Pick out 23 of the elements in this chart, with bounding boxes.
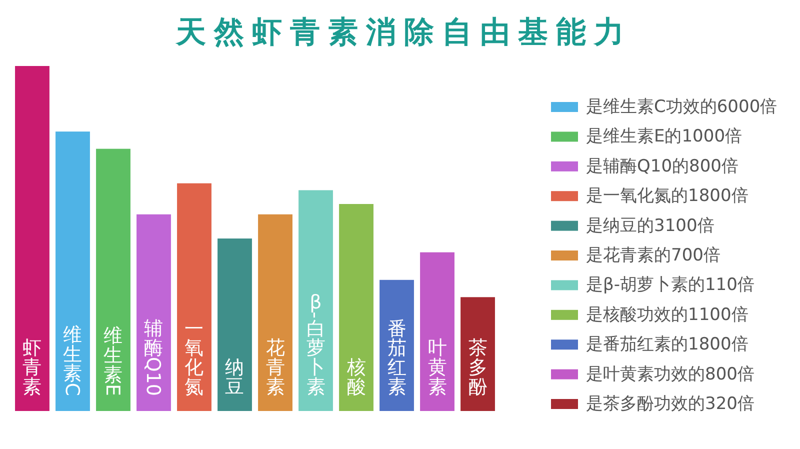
legend-label: 是核酸功效的1100倍 (586, 304, 748, 325)
x-tick-label: β-白萝卜素 (304, 291, 326, 398)
legend-label: 是维生素C功效的6000倍 (586, 97, 778, 117)
x-tick-label: 一氧化氮 (184, 318, 204, 398)
x-tick-label: 花青素 (266, 337, 285, 398)
legend-label: 是番茄红素的1800倍 (586, 334, 748, 355)
x-tick-label: 核酸 (346, 356, 366, 398)
legend-label: 是茶多酚功效的320倍 (586, 394, 754, 414)
legend-label: 是叶黄素功效的800倍 (586, 364, 754, 384)
x-tick-label: 纳豆 (225, 356, 244, 398)
x-tick-label: 茶多酚 (468, 337, 488, 398)
x-tick-label: 虾青素 (22, 337, 42, 398)
x-tick-label: 番茄红素 (387, 318, 406, 398)
x-tick-label: 叶黄素 (428, 337, 447, 398)
legend-label: 是β-胡萝卜素的110倍 (586, 275, 754, 296)
legend-label: 是花青素的700倍 (586, 246, 720, 266)
legend-label: 是纳豆的3100倍 (586, 216, 714, 236)
chart-title: 天然虾青素消除自由基能力 (175, 15, 632, 50)
x-tick-label: 维生素E (101, 325, 124, 396)
legend-label: 是辅酶Q10的800倍 (586, 156, 738, 176)
legend-label: 是一氧化氮的1800倍 (586, 186, 748, 206)
x-tick-label: 维生素C (60, 324, 83, 396)
legend-label: 是维生素E的1000倍 (586, 126, 742, 147)
